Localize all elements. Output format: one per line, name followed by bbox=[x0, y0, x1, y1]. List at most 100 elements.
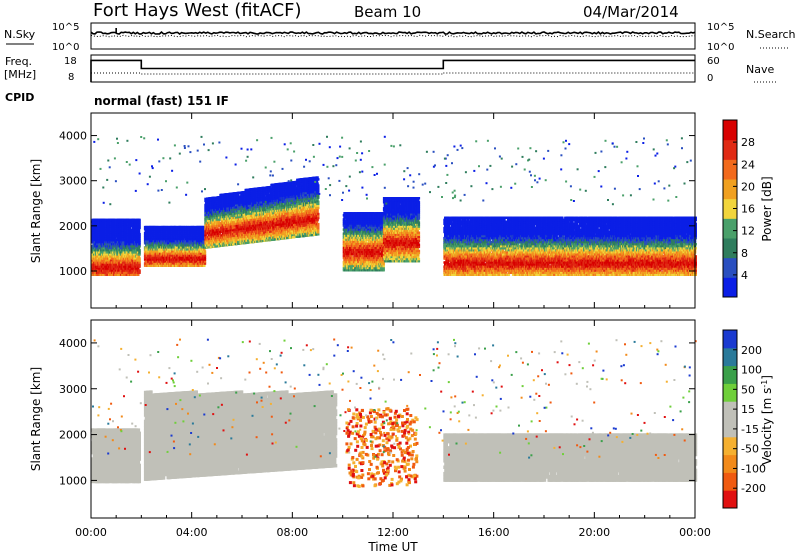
power-cell bbox=[138, 257, 141, 260]
nave-tick-top: 60 bbox=[707, 56, 720, 67]
power-cell bbox=[91, 220, 95, 224]
power-cell bbox=[91, 241, 95, 244]
freq-label: Freq. bbox=[5, 55, 32, 68]
power-cell bbox=[138, 224, 141, 228]
power-cell bbox=[122, 247, 126, 250]
power-cell bbox=[94, 249, 97, 252]
power-cell bbox=[108, 230, 112, 234]
power-cell bbox=[109, 226, 113, 230]
power-cell bbox=[124, 247, 127, 250]
power-cell bbox=[111, 234, 114, 238]
power-cell bbox=[109, 259, 113, 262]
power-cell bbox=[112, 249, 115, 252]
power-cell bbox=[125, 226, 129, 230]
freq-unit-label: [MHz] bbox=[4, 68, 36, 81]
power-cell bbox=[95, 267, 98, 270]
power-cell bbox=[108, 259, 111, 262]
power-cell bbox=[203, 250, 207, 253]
search-tick-bottom: 10^0 bbox=[707, 42, 734, 53]
power-cell bbox=[106, 259, 109, 262]
sky-tick-bottom: 10^0 bbox=[52, 42, 79, 53]
power-cell bbox=[91, 251, 95, 254]
power-cell bbox=[111, 247, 114, 250]
power-cell bbox=[104, 220, 107, 224]
power-cell bbox=[128, 267, 132, 270]
n-search-label: N.Search bbox=[746, 28, 796, 41]
power-cell bbox=[138, 232, 141, 236]
power-cell bbox=[203, 264, 206, 267]
power-cell bbox=[106, 228, 109, 232]
search-noise-series bbox=[90, 34, 696, 38]
power-cell bbox=[106, 245, 109, 248]
power-cell bbox=[138, 245, 141, 248]
power-cell bbox=[99, 228, 103, 232]
power-cell bbox=[129, 257, 132, 260]
cpid-label: CPID bbox=[5, 91, 34, 104]
power-cell bbox=[91, 249, 95, 252]
nave-label: Nave bbox=[746, 63, 774, 76]
sky-tick-top: 10^5 bbox=[52, 22, 79, 33]
search-tick-top: 10^5 bbox=[707, 22, 734, 33]
power-cell bbox=[94, 243, 97, 246]
freq-tick-top: 18 bbox=[64, 56, 77, 67]
power-cell bbox=[111, 224, 114, 228]
frequency-series bbox=[90, 59, 695, 82]
power-cell bbox=[138, 239, 141, 242]
freq-tick-bottom: 8 bbox=[68, 72, 74, 83]
power-cell bbox=[128, 226, 132, 230]
power-cell bbox=[108, 271, 112, 274]
power-cell bbox=[129, 239, 132, 242]
power-cell bbox=[111, 269, 114, 272]
power-cell bbox=[101, 259, 104, 262]
power-cell bbox=[94, 222, 97, 226]
power-cell bbox=[138, 251, 141, 254]
power-cell bbox=[101, 273, 105, 276]
power-cell bbox=[106, 222, 109, 226]
power-cell bbox=[138, 249, 141, 252]
power-cell bbox=[102, 271, 105, 274]
power-cell bbox=[106, 269, 109, 272]
sky-noise-panel: N.Sky 10^5 10^0 N.Search 10^5 10^0 bbox=[4, 22, 796, 53]
power-cell bbox=[101, 251, 104, 254]
power-cell bbox=[112, 241, 115, 244]
date-label: 04/Mar/2014 bbox=[583, 3, 679, 21]
nave-series bbox=[91, 72, 695, 75]
power-cell bbox=[91, 259, 95, 262]
power-cell bbox=[91, 232, 95, 236]
power-cell bbox=[138, 269, 141, 272]
power-cell bbox=[128, 218, 131, 222]
power-cell bbox=[111, 267, 114, 270]
power-cell bbox=[127, 222, 131, 226]
power-cell bbox=[125, 243, 129, 246]
power-scatter bbox=[91, 135, 697, 276]
beam-label: Beam 10 bbox=[354, 3, 421, 21]
frequency-panel: Freq. [MHz] 18 8 Nave 60 0 bbox=[4, 54, 778, 84]
power-cell bbox=[108, 228, 112, 232]
power-cell bbox=[203, 258, 207, 261]
n-sky-label: N.Sky bbox=[4, 28, 36, 41]
power-cell bbox=[108, 253, 112, 256]
power-cell bbox=[91, 236, 95, 240]
power-cell bbox=[126, 220, 129, 224]
cpid-mode: normal (fast) 151 IF bbox=[94, 94, 229, 108]
power-cell bbox=[106, 273, 109, 276]
power-cell bbox=[102, 228, 105, 232]
power-cell bbox=[108, 247, 112, 250]
power-cell bbox=[128, 230, 132, 234]
sky-noise-series bbox=[90, 28, 696, 35]
power-cell bbox=[123, 253, 127, 256]
power-cell bbox=[121, 224, 124, 228]
power-cell bbox=[114, 236, 117, 240]
power-cell bbox=[111, 257, 115, 260]
power-cell bbox=[138, 271, 141, 274]
power-cell bbox=[138, 265, 141, 268]
power-cell bbox=[113, 218, 117, 222]
power-cell bbox=[106, 249, 109, 252]
power-cell bbox=[122, 257, 126, 260]
power-cell bbox=[98, 230, 102, 234]
power-cell bbox=[111, 222, 114, 226]
station-title: Fort Hays West (fitACF) bbox=[93, 0, 302, 21]
power-cell bbox=[91, 261, 95, 264]
